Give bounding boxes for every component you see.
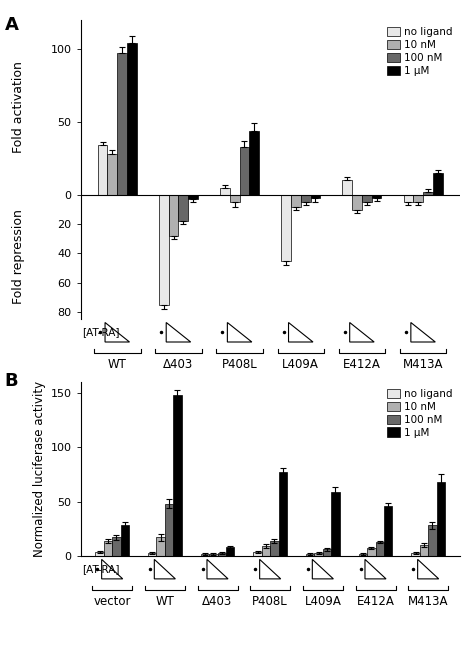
Text: P408L: P408L bbox=[222, 358, 257, 371]
Text: L409A: L409A bbox=[304, 595, 341, 608]
Bar bbox=[384, 506, 392, 556]
Bar bbox=[314, 553, 323, 556]
Bar bbox=[165, 504, 173, 556]
Bar bbox=[117, 53, 127, 195]
Bar bbox=[120, 526, 129, 556]
Bar bbox=[310, 195, 320, 198]
Bar bbox=[201, 554, 209, 556]
Bar bbox=[98, 145, 108, 195]
Bar bbox=[169, 195, 178, 236]
Bar bbox=[306, 554, 314, 556]
Bar bbox=[226, 547, 234, 556]
Bar bbox=[367, 548, 375, 556]
Bar bbox=[428, 526, 437, 556]
Bar bbox=[218, 553, 226, 556]
Legend: no ligand, 10 nM, 100 nM, 1 μM: no ligand, 10 nM, 100 nM, 1 μM bbox=[385, 387, 455, 440]
Bar bbox=[359, 554, 367, 556]
Bar bbox=[95, 551, 104, 556]
Text: Fold activation: Fold activation bbox=[12, 61, 26, 153]
Bar bbox=[173, 395, 182, 556]
Bar bbox=[262, 546, 270, 556]
Bar bbox=[156, 538, 165, 556]
Text: M413A: M413A bbox=[403, 358, 443, 371]
Bar bbox=[331, 492, 340, 556]
Bar bbox=[362, 195, 372, 202]
Bar bbox=[423, 192, 433, 195]
Bar bbox=[209, 554, 218, 556]
Bar bbox=[420, 545, 428, 556]
Text: Fold repression: Fold repression bbox=[12, 210, 26, 305]
Bar bbox=[159, 195, 169, 305]
Bar bbox=[372, 195, 382, 198]
Bar bbox=[433, 173, 443, 195]
Text: Δ403: Δ403 bbox=[202, 595, 233, 608]
Bar bbox=[413, 195, 423, 202]
Bar bbox=[104, 541, 112, 556]
Bar bbox=[375, 542, 384, 556]
Text: B: B bbox=[5, 372, 18, 390]
Bar bbox=[188, 195, 198, 199]
Bar bbox=[411, 553, 420, 556]
Bar bbox=[127, 43, 137, 195]
Text: [AT-RA]: [AT-RA] bbox=[82, 327, 119, 337]
Text: WT: WT bbox=[155, 595, 174, 608]
Bar bbox=[230, 195, 239, 202]
Text: A: A bbox=[5, 16, 18, 34]
Text: M413A: M413A bbox=[408, 595, 448, 608]
Text: Δ403: Δ403 bbox=[164, 358, 193, 371]
Bar bbox=[108, 154, 117, 195]
Bar bbox=[279, 472, 287, 556]
Bar bbox=[220, 188, 230, 195]
Bar bbox=[323, 549, 331, 556]
Bar bbox=[249, 131, 259, 195]
Text: vector: vector bbox=[93, 595, 131, 608]
Bar bbox=[239, 147, 249, 195]
Bar bbox=[352, 195, 362, 210]
Text: E412A: E412A bbox=[356, 595, 394, 608]
Text: E412A: E412A bbox=[343, 358, 381, 371]
Text: [AT-RA]: [AT-RA] bbox=[82, 564, 119, 574]
Bar bbox=[342, 180, 352, 195]
Bar bbox=[301, 195, 310, 202]
Bar bbox=[112, 538, 120, 556]
Bar bbox=[178, 195, 188, 221]
Legend: no ligand, 10 nM, 100 nM, 1 μM: no ligand, 10 nM, 100 nM, 1 μM bbox=[385, 25, 455, 78]
Bar bbox=[148, 553, 156, 556]
Bar bbox=[281, 195, 291, 261]
Text: P408L: P408L bbox=[252, 595, 288, 608]
Bar bbox=[253, 551, 262, 556]
Y-axis label: Normalized luciferase activity: Normalized luciferase activity bbox=[33, 381, 46, 557]
Bar bbox=[403, 195, 413, 202]
Text: WT: WT bbox=[108, 358, 127, 371]
Bar bbox=[437, 482, 445, 556]
Text: L409A: L409A bbox=[283, 358, 319, 371]
Bar bbox=[270, 541, 279, 556]
Bar bbox=[291, 195, 301, 207]
